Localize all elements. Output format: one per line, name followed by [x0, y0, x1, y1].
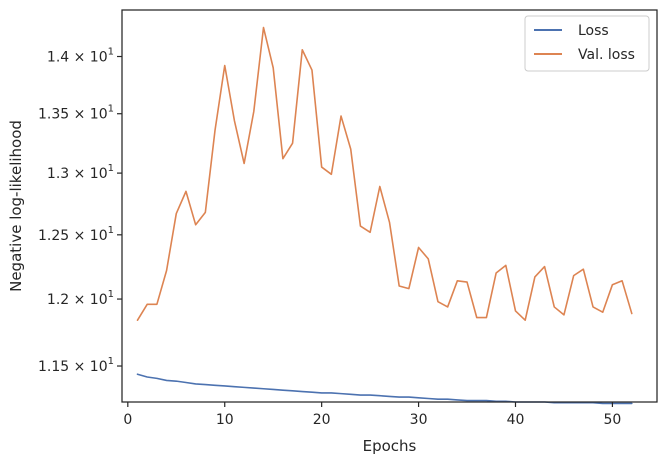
y-tick-label-1.35: 1.35 × 101: [38, 104, 114, 123]
x-tick-label-30: 30: [410, 412, 428, 428]
legend: Loss Val. loss: [524, 15, 650, 72]
legend-label-val-loss: Val. loss: [578, 47, 635, 63]
y-tick-label-1.25: 1.25 × 101: [38, 225, 114, 244]
y-tick-label-1.4: 1.4 × 101: [47, 47, 114, 66]
y-axis-label: Negative log-likelihood: [7, 120, 25, 292]
y-tick-label-1.2: 1.2 × 101: [47, 289, 114, 308]
series-line-val-loss: [136, 26, 633, 321]
x-tick-label-50: 50: [604, 412, 622, 428]
x-axis: 0 10 20 30 40 50: [123, 402, 621, 428]
y-tick-label-1.3: 1.3 × 101: [47, 163, 114, 182]
x-axis-label: Epochs: [363, 437, 417, 455]
y-axis: 1.15 × 101 1.2 × 101 1.25 × 101 1.3 × 101 1.…: [38, 47, 122, 375]
x-tick-label-0: 0: [123, 412, 132, 428]
legend-label-loss: Loss: [578, 23, 609, 39]
plot-frame: [121, 9, 658, 403]
x-tick-label-20: 20: [313, 412, 331, 428]
x-tick-label-10: 10: [216, 412, 234, 428]
x-tick-label-40: 40: [507, 412, 525, 428]
y-tick-label-1.15: 1.15 × 101: [38, 356, 114, 375]
